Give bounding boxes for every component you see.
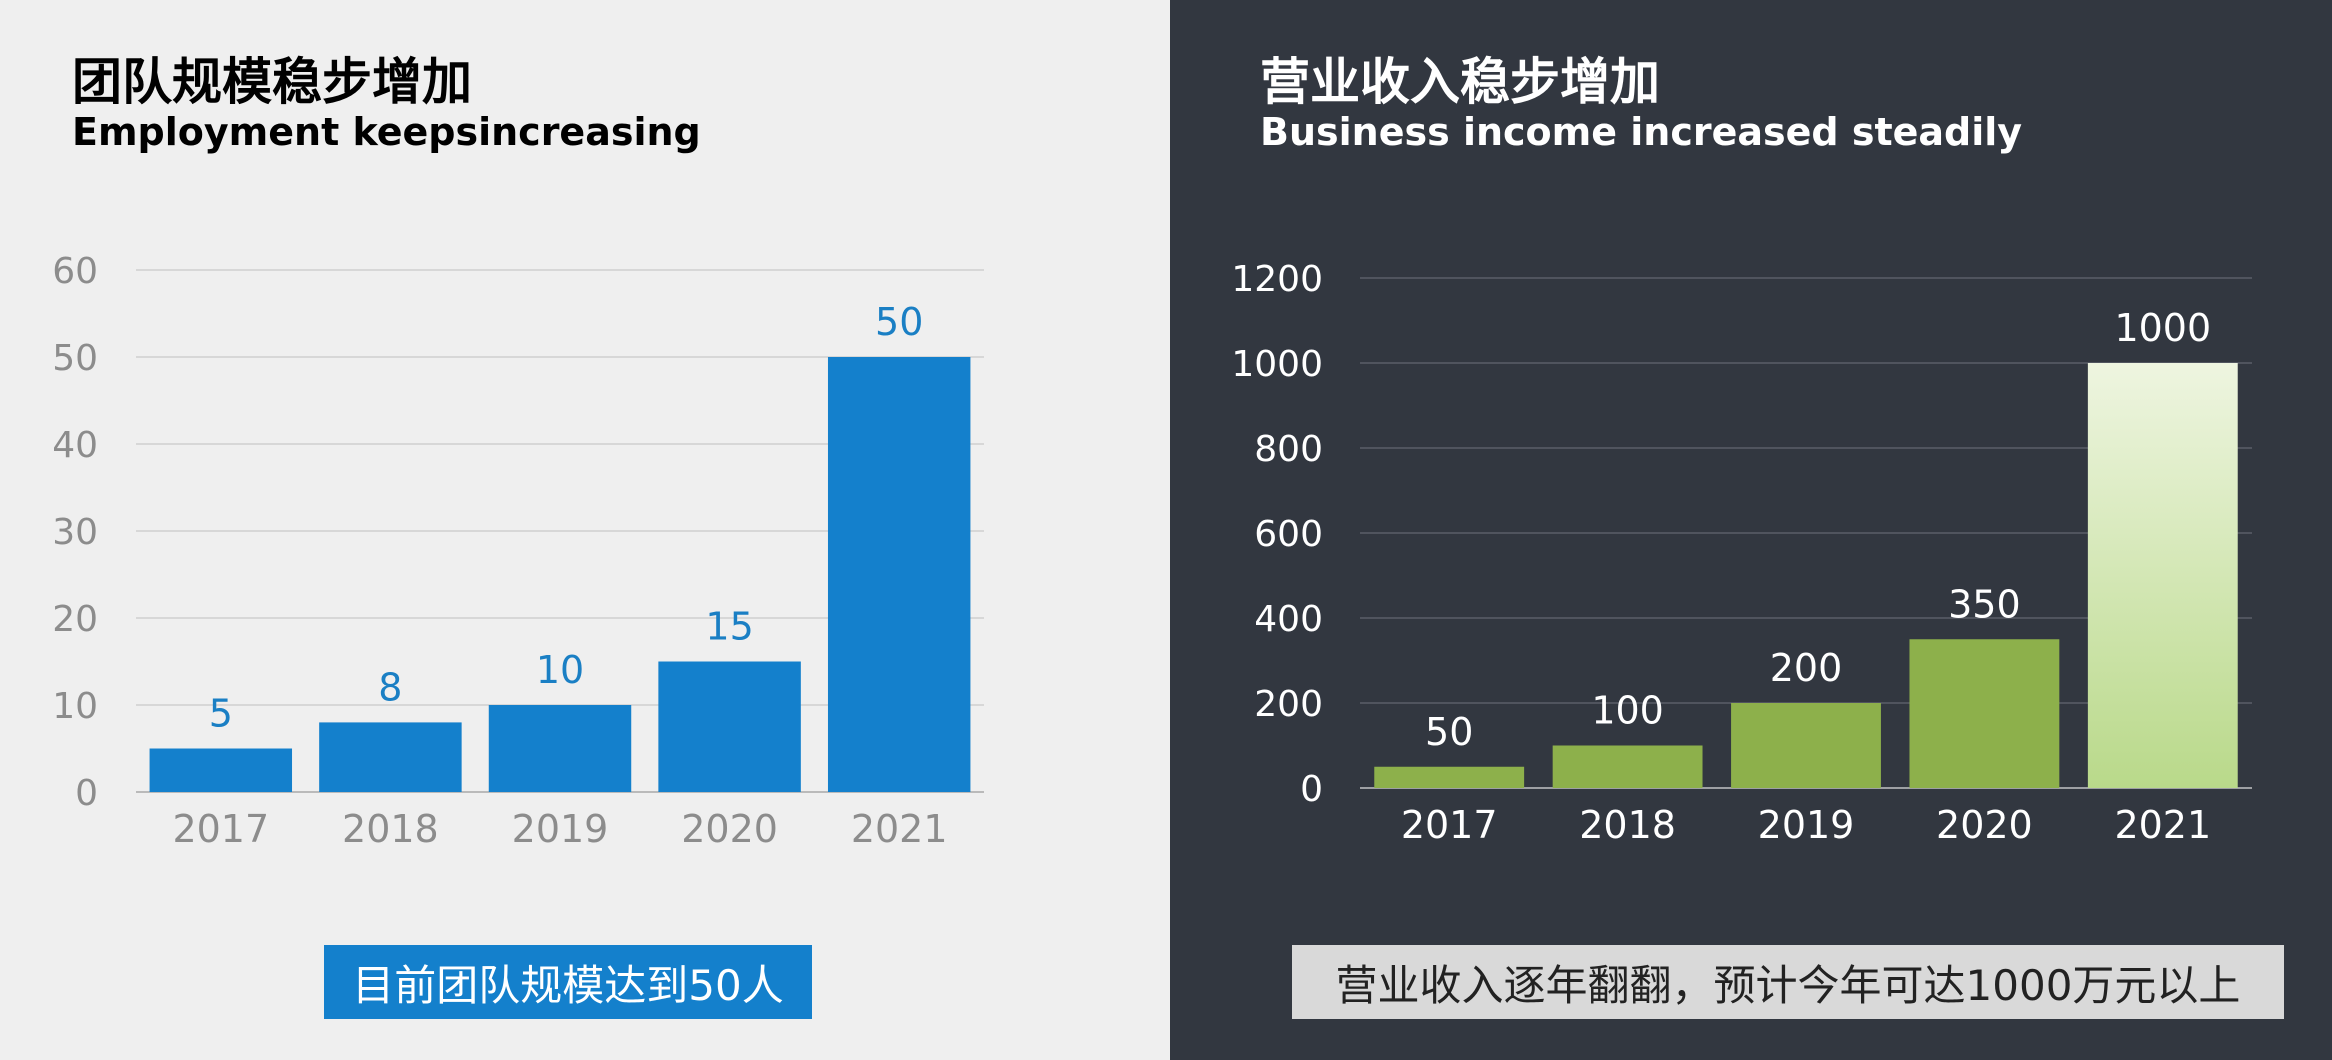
employment-xtick-2019: 2019 [512, 807, 609, 851]
income-bar-2021 [2087, 363, 2238, 788]
income-ytick-800: 800 [1254, 429, 1323, 470]
employment-data-label-2017: 5 [209, 692, 233, 736]
employment-xtick-2018: 2018 [342, 807, 439, 851]
employment-ytick-30: 30 [52, 512, 98, 553]
income-bar-2019 [1731, 703, 1881, 788]
income-bar-2018 [1552, 745, 1703, 788]
income-panel: 营业收入稳步增加 Business income increased stead… [1170, 0, 2332, 1060]
income-ytick-1000: 1000 [1231, 344, 1323, 385]
employment-ytick-40: 40 [52, 425, 98, 466]
employment-data-label-2020: 15 [705, 605, 753, 649]
income-bar-2017 [1374, 766, 1525, 788]
income-xtick-2017: 2017 [1401, 803, 1498, 847]
income-ytick-0: 0 [1300, 769, 1323, 810]
income-ytick-400: 400 [1254, 599, 1323, 640]
income-ytick-600: 600 [1254, 514, 1323, 555]
income-ytick-200: 200 [1254, 684, 1323, 725]
employment-xtick-2017: 2017 [172, 807, 269, 851]
income-xtick-2018: 2018 [1579, 803, 1676, 847]
income-data-label-2020: 350 [1948, 582, 2021, 626]
income-data-label-2019: 200 [1770, 646, 1843, 690]
income-xtick-2020: 2020 [1936, 803, 2033, 847]
employment-ytick-0: 0 [75, 773, 98, 814]
employment-ytick-20: 20 [52, 599, 98, 640]
employment-bar-chart: 0 10 20 30 40 50 60 5 2017 8 2018 10 2019 15 2020 50 202… [52, 251, 984, 851]
income-bar-chart: 0 200 400 600 800 1000 1200 50 2017 100 2018 200 201… [1231, 259, 2252, 847]
employment-ytick-10: 10 [52, 686, 98, 727]
income-caption: 营业收入逐年翻翻，预计今年可达1000万元以上 [1292, 945, 2284, 1019]
employment-xtick-2020: 2020 [681, 807, 778, 851]
income-xtick-2019: 2019 [1758, 803, 1855, 847]
income-ytick-1200: 1200 [1231, 259, 1323, 300]
employment-caption: 目前团队规模达到50人 [324, 945, 812, 1019]
employment-panel: 团队规模稳步增加 Employment keepsincreasing 0 10 2… [0, 0, 1170, 1060]
employment-bar-2020 [658, 661, 801, 792]
employment-title-cn: 团队规模稳步增加 [72, 53, 472, 111]
income-data-label-2018: 100 [1591, 689, 1664, 733]
employment-bar-2018 [319, 722, 462, 792]
income-data-label-2017: 50 [1425, 710, 1473, 754]
employment-ytick-50: 50 [52, 338, 98, 379]
employment-title-en: Employment keepsincreasing [72, 110, 701, 154]
income-xtick-2021: 2021 [2114, 803, 2211, 847]
income-title-en: Business income increased steadily [1260, 110, 2023, 154]
employment-data-label-2021: 50 [875, 300, 923, 344]
income-data-label-2021: 1000 [2114, 306, 2211, 350]
employment-ytick-60: 60 [52, 251, 98, 292]
employment-bar-2017 [149, 748, 293, 792]
employment-xtick-2021: 2021 [851, 807, 948, 851]
employment-data-label-2018: 8 [378, 665, 402, 709]
income-bar-2020 [1909, 639, 2060, 788]
income-title-cn: 营业收入稳步增加 [1260, 53, 1660, 111]
employment-data-label-2019: 10 [536, 648, 584, 692]
employment-bar-2019 [488, 705, 632, 792]
employment-bar-2021 [827, 357, 971, 792]
